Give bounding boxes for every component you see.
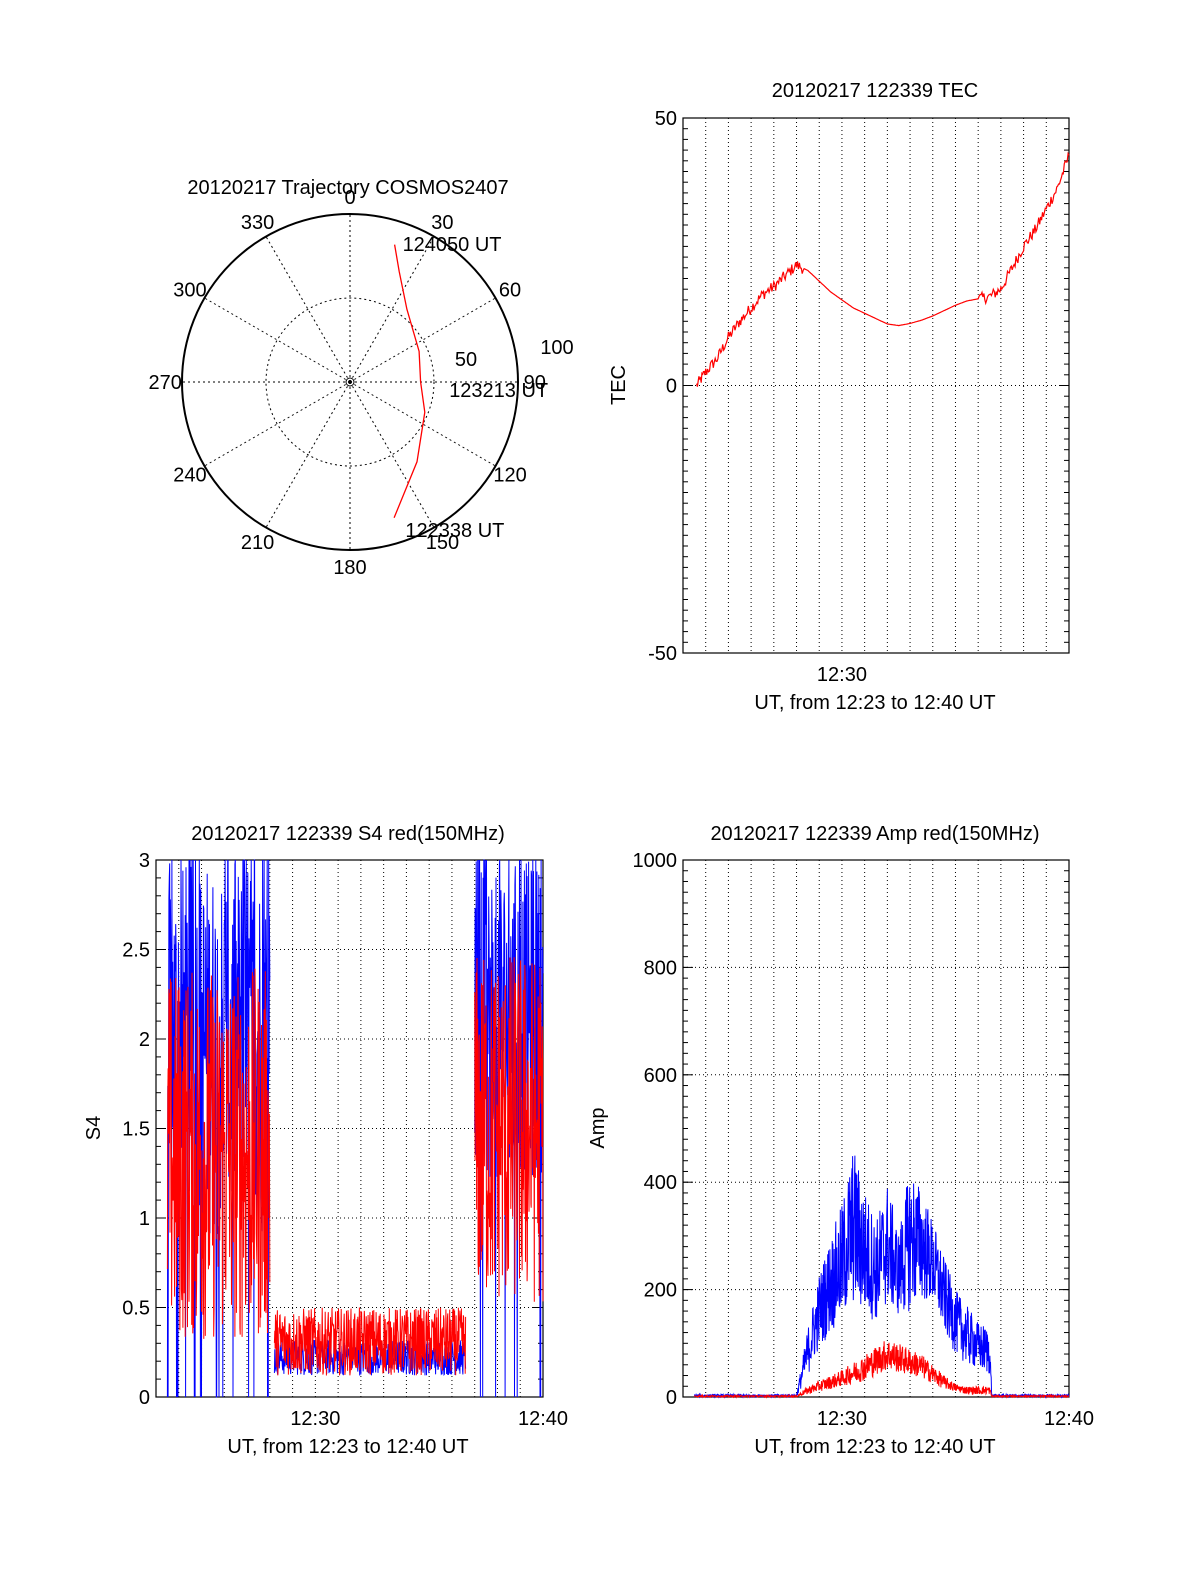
amp-ytick-label: 200 [644, 1280, 677, 1302]
tec-ytick-label: -50 [648, 643, 677, 665]
amp-title: 20120217 122339 Amp red(150MHz) [710, 823, 1039, 845]
amp-frame [682, 859, 1070, 1398]
s4-panel: 20120217 122339 S4 red(150MHz) UT, from … [83, 823, 568, 1458]
polar-azimuth-label: 30 [431, 212, 453, 234]
s4-ytick-label: 3 [139, 850, 150, 872]
tec-ytick-label: 50 [655, 108, 677, 130]
polar-annotations: 124050 UT 123213 UT 122338 UT [403, 234, 549, 542]
polar-radial-label: 100 [540, 337, 573, 359]
polar-outer-ring [181, 213, 519, 551]
tec-panel: 20120217 122339 TEC UT, from 12:23 to 12… [608, 80, 1070, 714]
s4-series-line [474, 957, 544, 1302]
polar-ring [265, 297, 435, 467]
trajectory-time-label: 124050 UT [403, 234, 502, 256]
polar-azimuth-label: 240 [173, 464, 206, 486]
polar-radial-label: 50 [455, 349, 477, 371]
amp-ytick-label: 800 [644, 957, 677, 979]
s4-ytick-label: 2 [139, 1029, 150, 1051]
polar-azimuth-label: 210 [241, 532, 274, 554]
tec-frame [682, 117, 1070, 654]
trajectory-time-label: 122338 UT [405, 520, 504, 542]
polar-azimuth-label: 0 [344, 187, 355, 209]
polar-spoke [349, 236, 435, 383]
amp-xlabel: UT, from 12:23 to 12:40 UT [754, 1436, 995, 1458]
polar-azimuth-label: 270 [149, 372, 182, 394]
s4-ytick-label: 0.5 [122, 1298, 150, 1320]
s4-series-line [273, 1307, 467, 1376]
tec-xtick-label: 12:30 [817, 664, 867, 686]
tec-ylabel: TEC [608, 365, 630, 405]
s4-title: 20120217 122339 S4 red(150MHz) [191, 823, 505, 845]
s4-ytick-label: 1 [139, 1208, 150, 1230]
s4-xlabel: UT, from 12:23 to 12:40 UT [227, 1436, 468, 1458]
amp-panel: 20120217 122339 Amp red(150MHz) UT, from… [587, 823, 1094, 1458]
polar-spoke [204, 381, 351, 467]
polar-spoke [204, 297, 351, 383]
polar-azimuth-label: 180 [333, 557, 366, 579]
polar-spoke [349, 297, 496, 383]
tec-title: 20120217 122339 TEC [772, 80, 978, 102]
tec-series-line [696, 151, 1070, 387]
s4-ytick-label: 1.5 [122, 1119, 150, 1141]
amp-ytick-label: 1000 [633, 850, 678, 872]
amp-ytick-label: 600 [644, 1065, 677, 1087]
polar-azimuth-label: 120 [493, 464, 526, 486]
polar-spoke [349, 381, 496, 467]
amp-series-line [694, 1341, 1070, 1399]
s4-ytick-label: 2.5 [122, 940, 150, 962]
polar-center [345, 377, 355, 387]
amp-xtick-label: 12:30 [817, 1408, 867, 1430]
tec-ytick-label: 0 [666, 376, 677, 398]
polar-azimuth-label: 60 [499, 280, 521, 302]
s4-xtick-label: 12:40 [518, 1408, 568, 1430]
amp-ytick-label: 0 [666, 1387, 677, 1409]
polar-title: 20120217 Trajectory COSMOS2407 [187, 177, 508, 199]
polar-trajectory-panel: 20120217 Trajectory COSMOS2407 030609012… [149, 177, 574, 579]
polar-azimuth-label: 150 [426, 532, 459, 554]
amp-ytick-label: 400 [644, 1172, 677, 1194]
s4-xtick-label: 12:30 [290, 1408, 340, 1430]
polar-azimuth-label: 330 [241, 212, 274, 234]
polar-spoke [265, 236, 351, 383]
amp-ylabel: Amp [587, 1107, 609, 1148]
polar-grid [181, 213, 519, 551]
s4-series-line [474, 859, 544, 1398]
amp-xtick-label: 12:40 [1044, 1408, 1094, 1430]
tec-xlabel: UT, from 12:23 to 12:40 UT [754, 692, 995, 714]
polar-trajectory [393, 244, 426, 519]
s4-series-line [166, 968, 271, 1339]
polar-spoke [349, 381, 435, 528]
polar-azimuth-label: 300 [173, 280, 206, 302]
polar-azimuth-label: 90 [524, 372, 546, 394]
trajectory-line [393, 244, 426, 519]
s4-ylabel: S4 [83, 1116, 105, 1140]
s4-ytick-label: 0 [139, 1387, 150, 1409]
polar-azimuth-labels: 0 30 60 90 120 150 180 210 240 270 300 330 50 100 [149, 187, 574, 579]
trajectory-time-label: 123213 UT [449, 380, 548, 402]
